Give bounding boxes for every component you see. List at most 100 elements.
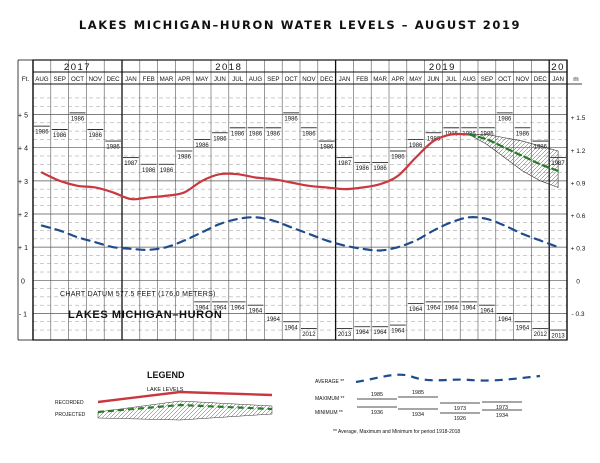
- month-label: SEP: [54, 76, 66, 83]
- minimum-record-label: 1964: [480, 309, 494, 315]
- minimum-record-label: 1964: [195, 305, 209, 311]
- legend-minimum-year: 1936: [371, 410, 383, 416]
- minimum-record-label: 1964: [391, 329, 405, 335]
- left-axis-unit: Ft.: [22, 76, 30, 83]
- legend-projected-swatch: [97, 403, 273, 414]
- minimum-record-label: 2013: [338, 332, 352, 338]
- month-label: DEC: [320, 76, 334, 83]
- maximum-record-label: 1986: [373, 166, 387, 172]
- legend-average-label: AVERAGE **: [315, 379, 344, 385]
- legend-maximum-year: 1985: [371, 392, 383, 398]
- legend-lake-levels: LAKE LEVELS: [147, 387, 184, 393]
- minimum-record-label: 2013: [551, 334, 565, 340]
- minimum-record-label: 1964: [231, 305, 245, 311]
- projection-band: [467, 134, 559, 188]
- right-tick-label: 0: [576, 278, 580, 285]
- plot-frame: [32, 59, 568, 341]
- minimum-record-label: 1964: [373, 330, 387, 336]
- right-tick-label: + 0.6: [571, 213, 586, 220]
- lake-name-label: LAKES MICHIGAN–HURON: [68, 309, 222, 321]
- legend-maximum-year: 1985: [412, 390, 424, 396]
- legend-recorded-swatch: [97, 390, 273, 404]
- month-label: DEC: [534, 76, 548, 83]
- minimum-record-label: 1964: [462, 305, 476, 311]
- maximum-record-label: 1986: [160, 168, 174, 174]
- month-label: FEB: [143, 76, 155, 83]
- month-label: OCT: [285, 76, 298, 83]
- left-tick-label: + 2: [18, 212, 28, 219]
- left-tick-label: + 4: [18, 146, 28, 153]
- right-axis-unit: m: [573, 76, 578, 83]
- minimum-record-label: 1964: [356, 330, 370, 336]
- legend-title: LEGEND: [147, 370, 185, 380]
- right-tick-label: - 0.3: [571, 311, 584, 318]
- right-tick-label: + 0.3: [571, 246, 586, 253]
- legend-average-swatch: [355, 373, 541, 384]
- month-label: MAY: [409, 76, 422, 83]
- series-line-average: [40, 216, 560, 252]
- maximum-record-label: 1986: [302, 131, 316, 137]
- month-label: DEC: [107, 76, 121, 83]
- legend-band-swatch: [97, 400, 273, 421]
- maximum-record-label: 1986: [195, 143, 209, 149]
- chart-datum-note: CHART DATUM 577.5 FEET (176.0 METERS): [60, 291, 216, 298]
- series-line-recorded: [40, 132, 471, 201]
- legend-maximum-year: 1973: [496, 405, 508, 411]
- month-label: JAN: [552, 76, 564, 83]
- month-label: AUG: [35, 76, 49, 83]
- maximum-record-label: 1986: [391, 155, 405, 161]
- maximum-record-label: 1986: [106, 145, 120, 151]
- maximum-record-label: 1987: [551, 161, 565, 167]
- minimum-record-label: 2012: [302, 332, 316, 338]
- month-label: JUL: [446, 76, 458, 83]
- left-tick-label: + 3: [18, 179, 28, 186]
- maximum-record-label: 1986: [284, 116, 298, 122]
- right-tick-label: + 1.2: [571, 148, 586, 155]
- month-label: JUN: [214, 76, 226, 83]
- left-tick-label: + 1: [18, 245, 28, 252]
- left-tick-label: - 1: [19, 311, 27, 318]
- minimum-record-label: 1964: [498, 317, 512, 323]
- maximum-record-label: 1986: [498, 116, 512, 122]
- month-label: NOV: [89, 76, 103, 83]
- legend-projected-label: PROJECTED: [55, 412, 86, 418]
- month-label: JAN: [339, 76, 351, 83]
- month-label: JUN: [427, 76, 439, 83]
- right-tick-label: + 1.5: [571, 115, 586, 122]
- month-label: MAR: [373, 76, 387, 83]
- maximum-record-label: 1987: [124, 161, 138, 167]
- minimum-record-label: 2012: [534, 332, 548, 338]
- month-label: FEB: [356, 76, 368, 83]
- maximum-record-label: 1986: [142, 168, 156, 174]
- maximum-record-label: 1986: [71, 116, 85, 122]
- maximum-record-label: 1986: [231, 131, 245, 137]
- maximum-record-label: 1986: [516, 131, 530, 137]
- series-line-projected: [468, 133, 560, 172]
- right-tick-label: + 0.9: [571, 180, 586, 187]
- minimum-record-label: 1964: [249, 309, 263, 315]
- month-label: APR: [392, 76, 405, 83]
- month-label: AUG: [249, 76, 263, 83]
- year-label: 2017: [64, 62, 91, 73]
- maximum-record-label: 1986: [249, 131, 263, 137]
- legend-recorded-label: RECORDED: [55, 400, 84, 406]
- maximum-record-label: 1986: [427, 136, 441, 142]
- month-label: APR: [178, 76, 191, 83]
- legend-minimum-label: MINIMUM **: [315, 410, 343, 416]
- minimum-record-label: 1964: [516, 325, 530, 331]
- year-label: 20: [551, 62, 565, 73]
- maximum-record-label: 1987: [338, 161, 352, 167]
- year-label: 2019: [429, 62, 456, 73]
- minimum-record-label: 1964: [427, 305, 441, 311]
- maximum-record-label: 1986: [89, 133, 103, 139]
- legend-minimum-year: 1934: [496, 413, 508, 419]
- maximum-record-label: 1986: [213, 136, 227, 142]
- month-label: NOV: [302, 76, 316, 83]
- minimum-record-label: 1964: [409, 307, 423, 313]
- month-label: MAY: [196, 76, 209, 83]
- maximum-record-label: 1986: [267, 131, 281, 137]
- minimum-record-label: 1964: [267, 317, 281, 323]
- month-label: JUL: [232, 76, 244, 83]
